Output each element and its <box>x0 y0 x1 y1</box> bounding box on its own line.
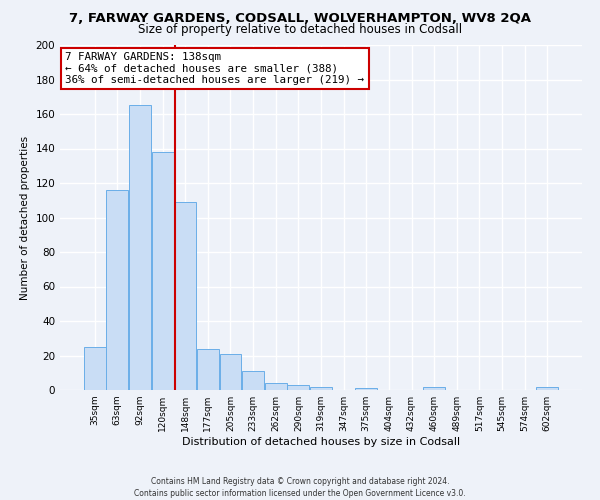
Bar <box>310 386 332 390</box>
Bar <box>106 190 128 390</box>
Y-axis label: Number of detached properties: Number of detached properties <box>20 136 30 300</box>
Bar <box>220 354 241 390</box>
Text: Contains HM Land Registry data © Crown copyright and database right 2024.
Contai: Contains HM Land Registry data © Crown c… <box>134 476 466 498</box>
Bar <box>355 388 377 390</box>
Bar <box>129 106 151 390</box>
Text: Size of property relative to detached houses in Codsall: Size of property relative to detached ho… <box>138 22 462 36</box>
Bar <box>265 383 287 390</box>
Bar <box>197 348 219 390</box>
Bar <box>242 371 264 390</box>
X-axis label: Distribution of detached houses by size in Codsall: Distribution of detached houses by size … <box>182 437 460 447</box>
Text: 7 FARWAY GARDENS: 138sqm
← 64% of detached houses are smaller (388)
36% of semi-: 7 FARWAY GARDENS: 138sqm ← 64% of detach… <box>65 52 364 85</box>
Bar <box>287 385 310 390</box>
Bar <box>174 202 196 390</box>
Text: 7, FARWAY GARDENS, CODSALL, WOLVERHAMPTON, WV8 2QA: 7, FARWAY GARDENS, CODSALL, WOLVERHAMPTO… <box>69 12 531 26</box>
Bar <box>423 386 445 390</box>
Bar <box>536 386 558 390</box>
Bar <box>152 152 173 390</box>
Bar <box>84 347 106 390</box>
